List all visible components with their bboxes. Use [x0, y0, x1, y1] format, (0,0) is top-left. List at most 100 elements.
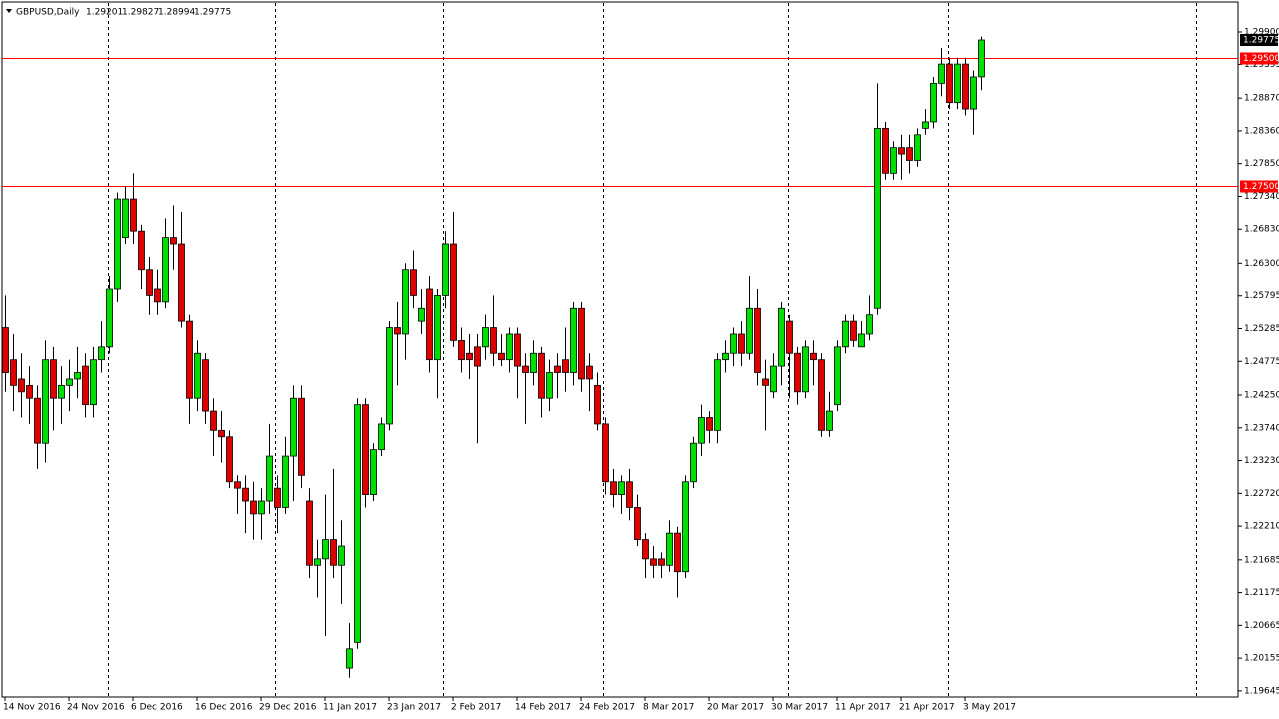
y-tick-label: 1.29395	[1244, 60, 1279, 70]
candle-body	[562, 359, 569, 373]
candle-body	[130, 198, 137, 232]
candle-body	[50, 359, 57, 399]
candle-body	[490, 327, 497, 354]
candle-body	[890, 147, 897, 174]
candle-body	[418, 307, 425, 322]
candle-body	[794, 352, 801, 393]
candle-body	[754, 307, 761, 373]
candle-body	[210, 410, 217, 431]
candle-body	[690, 442, 697, 483]
candle-body	[818, 359, 825, 431]
candle-body	[946, 63, 953, 104]
y-tick-label: 1.26300	[1244, 259, 1279, 269]
candle-body	[674, 532, 681, 573]
candle-body	[90, 359, 97, 406]
candle-body	[250, 500, 257, 515]
candle-body	[58, 384, 65, 399]
candle-body	[954, 63, 961, 104]
candle-body	[762, 378, 769, 386]
candle-body	[410, 269, 417, 296]
candle-body	[154, 288, 161, 303]
candle-body	[770, 365, 777, 393]
candle-body	[138, 230, 145, 271]
x-tick-label: 24 Nov 2016	[67, 703, 125, 713]
y-tick-label: 1.24250	[1244, 391, 1279, 401]
candle-body	[482, 327, 489, 348]
current-price-label: 1.29775	[1243, 36, 1279, 46]
y-tick-label: 1.21175	[1244, 588, 1279, 598]
candle-body	[850, 320, 857, 341]
candle-body	[722, 352, 729, 361]
candle-body	[554, 365, 561, 373]
candle-body	[642, 539, 649, 560]
candle-body	[826, 410, 833, 431]
candle-body	[338, 545, 345, 566]
candle-body	[314, 558, 321, 566]
x-tick-label: 11 Apr 2017	[835, 703, 891, 713]
candle-body	[522, 365, 529, 373]
y-tick-label: 1.20665	[1244, 621, 1279, 631]
candle-body	[650, 558, 657, 566]
candle-body	[378, 423, 385, 451]
y-tick-label: 1.25285	[1244, 324, 1279, 334]
candle-body	[394, 327, 401, 335]
x-tick-label: 20 Mar 2017	[707, 703, 764, 713]
candle-body	[434, 295, 441, 361]
candle-body	[738, 333, 745, 354]
candle-body	[474, 346, 481, 367]
x-tick-label: 14 Feb 2017	[515, 703, 571, 713]
candle-body	[426, 288, 433, 361]
x-tick-label: 23 Jan 2017	[387, 703, 441, 713]
candle-body	[586, 365, 593, 380]
header-arrow	[6, 9, 12, 13]
candle-body	[274, 487, 281, 508]
candle-body	[698, 417, 705, 444]
candle-body	[346, 648, 353, 669]
candle-body	[74, 372, 81, 380]
y-tick-label: 1.28870	[1244, 94, 1279, 104]
header-high: 1.29827	[122, 8, 159, 18]
candle-body	[786, 320, 793, 354]
candle-body	[970, 76, 977, 110]
candle-body	[258, 500, 265, 515]
candle-body	[570, 307, 577, 373]
candle-body	[10, 359, 17, 386]
symbol: GBPUSD,Daily	[16, 8, 80, 18]
y-tick-label: 1.25795	[1244, 291, 1279, 301]
candle-body	[218, 429, 225, 438]
y-tick-label: 1.29900	[1244, 27, 1279, 37]
x-tick-label: 16 Dec 2016	[195, 703, 253, 713]
candle-body	[866, 314, 873, 335]
y-tick-label: 1.28360	[1244, 126, 1279, 136]
x-tick-label: 24 Feb 2017	[579, 703, 635, 713]
candle-body	[386, 327, 393, 425]
candle-body	[194, 352, 201, 399]
candle-body	[362, 404, 369, 496]
candle-body	[930, 82, 937, 123]
candle-body	[514, 333, 521, 367]
candle-body	[290, 397, 297, 457]
candle-body	[498, 352, 505, 361]
candle-body	[370, 449, 377, 496]
candle-body	[834, 346, 841, 406]
candle-body	[2, 327, 9, 373]
candle-body	[170, 237, 177, 245]
candle-body	[202, 359, 209, 412]
x-tick-label: 11 Jan 2017	[323, 703, 377, 713]
candle-body	[602, 423, 609, 483]
candle-body	[578, 307, 585, 380]
candle-body	[178, 243, 185, 322]
y-tick-label: 1.23740	[1244, 423, 1279, 433]
header-low: 1.28994	[158, 8, 195, 18]
y-tick-label: 1.26830	[1244, 225, 1279, 235]
candle-body	[594, 384, 601, 425]
candle-body	[82, 365, 89, 406]
candle-body	[546, 372, 553, 399]
candle-body	[226, 436, 233, 483]
y-tick-label: 1.27850	[1244, 159, 1279, 169]
candle-body	[162, 237, 169, 303]
x-tick-label: 14 Nov 2016	[3, 703, 61, 713]
candle-body	[634, 507, 641, 540]
